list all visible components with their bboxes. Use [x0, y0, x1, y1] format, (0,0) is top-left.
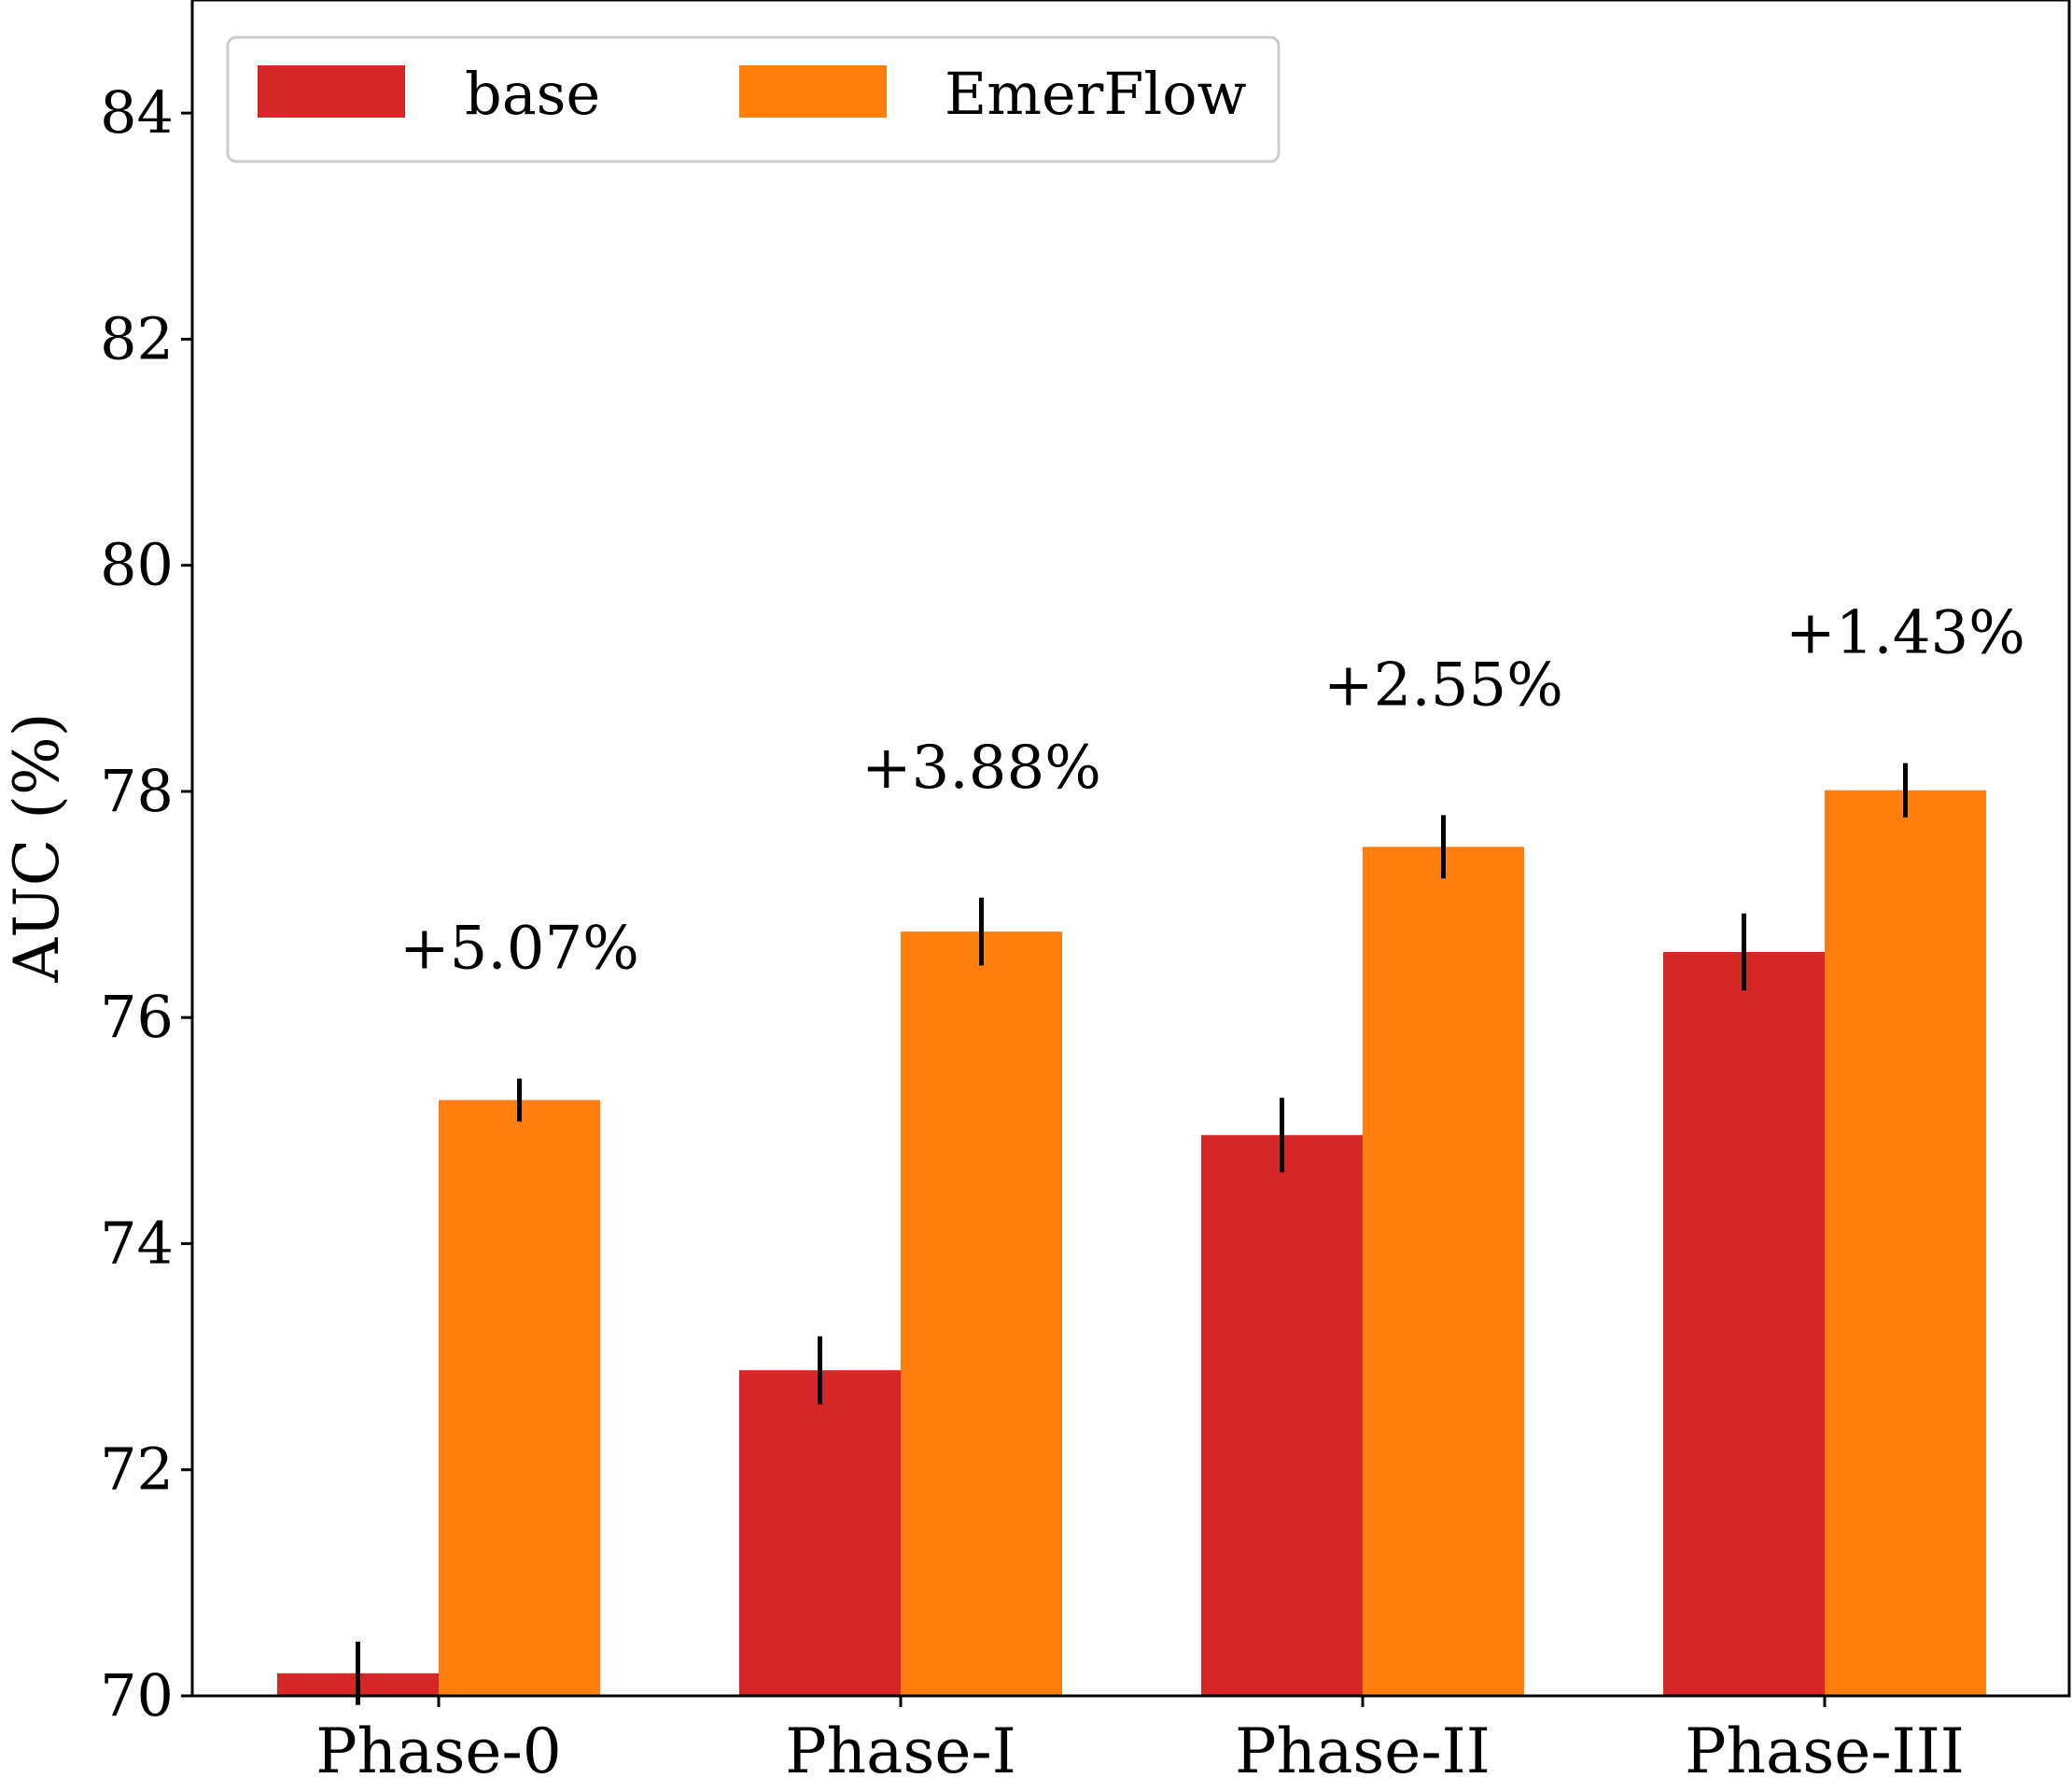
errorbars-layer: [356, 763, 1908, 1705]
x-tick-label-phase-ii: Phase-II: [1235, 1715, 1491, 1787]
bar-emerflow-phase-iii: [1825, 790, 1986, 1696]
y-tick-label-84: 84: [100, 78, 174, 147]
annotations-layer: +5.07% +3.88% +2.55% +1.43%: [399, 599, 2025, 984]
legend-swatch-base: [258, 65, 405, 118]
bars-layer: [277, 790, 1986, 1696]
legend-swatch-emerflow: [739, 65, 887, 118]
improvement-label-phase-iii: +1.43%: [1785, 599, 2025, 668]
legend-label-base: base: [465, 60, 600, 128]
bar-emerflow-phase-i: [901, 931, 1062, 1696]
y-axis-ticks: 70 72 74 76 78 80 82 84: [100, 78, 192, 1729]
y-tick-label-78: 78: [100, 757, 174, 825]
bar-base-phase-i: [739, 1370, 901, 1696]
y-axis-label: AUC (%): [1, 713, 73, 984]
bar-emerflow-phase-0: [439, 1099, 600, 1696]
bar-base-phase-iii: [1663, 951, 1825, 1696]
plot-frame: [190, 0, 2071, 1698]
x-tick-label-phase-0: Phase-0: [315, 1715, 561, 1787]
y-tick-label-74: 74: [100, 1209, 174, 1277]
legend: base EmerFlow: [226, 35, 1281, 163]
legend-label-emerflow: EmerFlow: [945, 60, 1247, 128]
y-tick-label-82: 82: [100, 304, 174, 372]
improvement-label-phase-i: +3.88%: [861, 734, 1101, 803]
bar-emerflow-phase-ii: [1363, 847, 1524, 1696]
improvement-label-phase-0: +5.07%: [399, 915, 639, 984]
bar-base-phase-ii: [1201, 1135, 1363, 1696]
y-tick-label-76: 76: [100, 983, 174, 1051]
x-axis-ticks: Phase-0 Phase-I Phase-II Phase-III: [315, 1696, 1965, 1787]
improvement-label-phase-ii: +2.55%: [1323, 651, 1563, 720]
x-tick-label-phase-i: Phase-I: [785, 1715, 1016, 1787]
y-tick-label-70: 70: [100, 1661, 174, 1729]
y-tick-label-80: 80: [100, 531, 174, 599]
y-tick-label-72: 72: [100, 1435, 174, 1504]
x-tick-label-phase-iii: Phase-III: [1685, 1715, 1965, 1787]
